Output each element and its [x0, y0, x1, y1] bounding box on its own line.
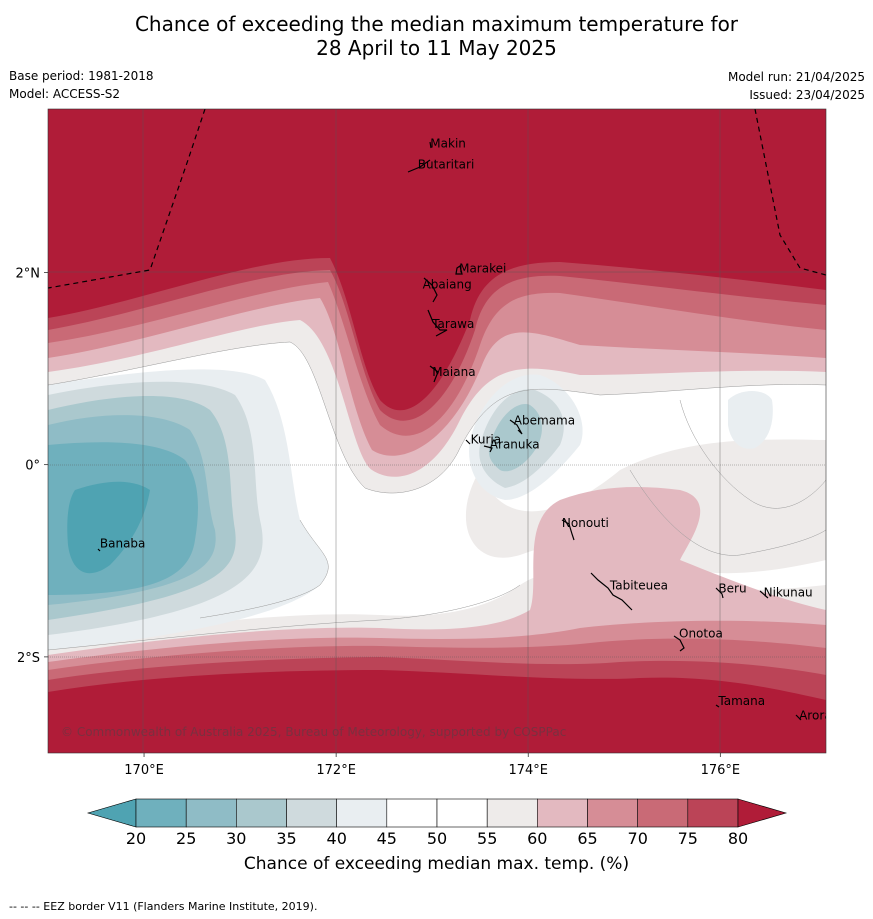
place-label-marakei: Marakei: [459, 261, 506, 275]
map-title-line1: Chance of exceeding the median maximum t…: [134, 12, 739, 36]
island-marakei: [455, 265, 463, 275]
colorbar-tick-label: 80: [728, 829, 748, 848]
place-label-aranuka: Aranuka: [490, 437, 540, 451]
place-label-banaba: Banaba: [100, 536, 146, 550]
colorbar-tick-label: 40: [327, 829, 347, 848]
lon-tick-label: 170°E: [124, 763, 164, 778]
place-label-nonouti: Nonouti: [562, 516, 609, 530]
place-label-onotoa: Onotoa: [679, 627, 723, 641]
colorbar-swatch: [185, 798, 237, 828]
colorbar-tick-label: 60: [527, 829, 547, 848]
colorbar-tick-label: 65: [577, 829, 597, 848]
longitude-ticks: 170°E 172°E 174°E 176°E: [124, 753, 740, 778]
colorbar-tick-label: 25: [176, 829, 196, 848]
colorbar-swatch: [436, 798, 488, 828]
island-maiana: [429, 365, 439, 383]
latitude-ticks: 2°N 0° 2°S: [16, 266, 48, 666]
colorbar-tick-label: 75: [678, 829, 698, 848]
colorbar-tick-label: 35: [276, 829, 296, 848]
eez-border: [48, 109, 826, 289]
place-label-maiana: Maiana: [432, 365, 475, 379]
island-nonouti: [561, 519, 575, 541]
colorbar-swatch: [386, 798, 438, 828]
lon-tick-label: 176°E: [701, 763, 741, 778]
place-label-tabiteuea: Tabiteuea: [609, 579, 668, 593]
contour-lines: [48, 341, 826, 651]
place-label-makin: Makin: [430, 136, 466, 150]
probability-map: Makin Butaritari Marakei Abaiang Tarawa Maian…: [16, 108, 839, 848]
island-arorae: [795, 714, 802, 721]
island-outlines: [97, 141, 802, 721]
colorbar-swatch: [587, 798, 639, 828]
colorbar-tick-label: 30: [226, 829, 246, 848]
lon-tick-label: 172°E: [316, 763, 356, 778]
island-makin: [429, 141, 432, 149]
island-tarawa: [427, 309, 448, 337]
colorbar-swatch: [135, 798, 187, 828]
island-abaiang: [423, 277, 438, 303]
base-period-label: Base period: 1981-2018: [9, 69, 154, 83]
lat-tick-label: 2°N: [16, 266, 41, 281]
colorbar-swatch: [236, 798, 287, 828]
contour-east-45: [728, 391, 773, 449]
colorbar-title: Chance of exceeding median max. temp. (%…: [243, 854, 630, 874]
contour-south-80: [48, 670, 826, 753]
colorbar-swatch: [536, 798, 588, 828]
map-frame: [47, 108, 827, 754]
colorbar-swatch: [637, 798, 689, 828]
colorbar-extend-high: [737, 798, 788, 828]
lat-tick-label: 0°: [25, 459, 40, 474]
place-label-abemama: Abemama: [514, 413, 575, 427]
island-kuria: [465, 439, 471, 445]
colorbar-extend-low: [86, 798, 137, 828]
model-label: Model: ACCESS-S2: [9, 87, 121, 101]
colorbar-tick-label: 70: [628, 829, 648, 848]
island-beru: [715, 587, 724, 599]
issued-label: Issued: 23/04/2025: [749, 88, 865, 102]
copyright-notice: © Commonwealth of Australia 2025, Bureau…: [61, 725, 566, 739]
place-label-butaritari: Butaritari: [418, 158, 475, 172]
place-label-nikunau: Nikunau: [764, 585, 813, 599]
island-onotoa: [673, 635, 685, 652]
colorbar-swatch: [336, 798, 388, 828]
contour-west-20: [67, 481, 150, 574]
colorbar-tick-label: 20: [126, 829, 146, 848]
place-label-abaiang: Abaiang: [423, 278, 472, 292]
place-label-tarawa: Tarawa: [431, 317, 474, 331]
contour-abemama-35: [488, 404, 542, 472]
model-run-label: Model run: 21/04/2025: [727, 70, 865, 84]
island-aranuka: [483, 445, 493, 453]
graticule: [48, 109, 826, 753]
island-tamana: [715, 704, 720, 708]
colorbar-swatch: [687, 798, 739, 828]
place-label-kuria: Kuria: [471, 433, 502, 447]
colorbar: 20 25 30 35 40 45 50 55 60 65 70 75 80: [86, 798, 788, 848]
colorbar-tick-label: 55: [477, 829, 497, 848]
place-label-beru: Beru: [718, 582, 746, 596]
island-banaba: [97, 548, 101, 552]
colorbar-tick-label: 50: [427, 829, 447, 848]
island-abemama: [509, 419, 523, 435]
island-tabiteuea: [590, 572, 633, 611]
place-label-tamana: Tamana: [717, 694, 765, 708]
lon-tick-label: 174°E: [508, 763, 548, 778]
lat-tick-label: 2°S: [17, 651, 40, 666]
place-labels: Makin Butaritari Marakei Abaiang Tarawa Maian…: [100, 136, 839, 722]
colorbar-swatch: [486, 798, 538, 828]
colorbar-tick-label: 45: [377, 829, 397, 848]
colorbar-swatch: [286, 798, 338, 828]
island-nikunau: [759, 590, 769, 599]
map-title-line2: 28 April to 11 May 2025: [316, 36, 557, 60]
place-label-arorae: Arorae: [799, 708, 839, 722]
island-butaritari: [407, 159, 431, 173]
contour-field: Makin Butaritari Marakei Abaiang Tarawa Maian…: [48, 109, 839, 753]
eez-footnote: -- -- -- EEZ border V11 (Flanders Marine…: [9, 900, 318, 913]
